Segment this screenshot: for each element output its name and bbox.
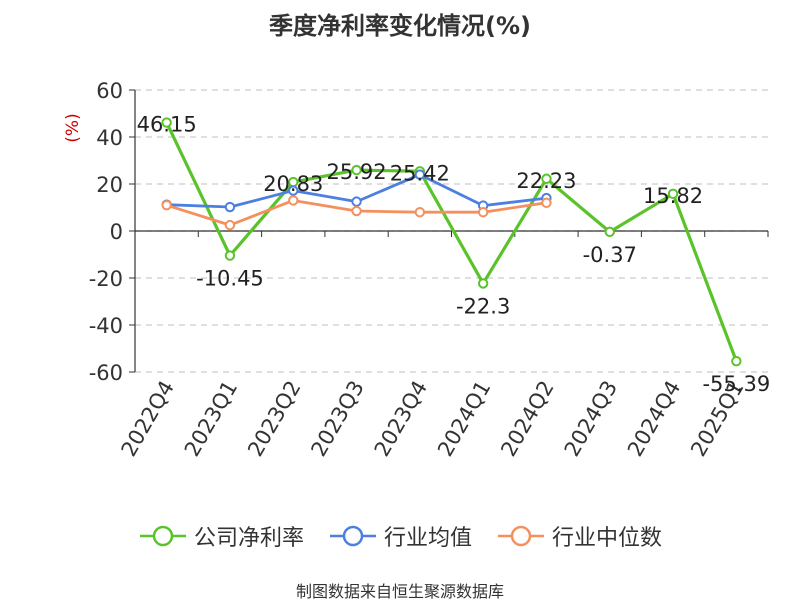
data-point	[604, 226, 615, 238]
series-lines	[161, 117, 742, 367]
data-point	[414, 207, 426, 218]
x-tick-label: 2024Q3	[560, 377, 622, 461]
legend-marker-icon	[139, 525, 186, 547]
data-label: -55.39	[702, 372, 770, 396]
data-point	[731, 355, 742, 367]
data-point	[667, 188, 679, 200]
x-tick-label: 2024Q1	[433, 377, 495, 461]
y-tick-label: 0	[110, 220, 123, 244]
legend-item-1[interactable]: 行业均值	[328, 520, 472, 552]
x-tick-label: 2023Q1	[180, 377, 242, 461]
x-tick-label: 2024Q4	[623, 377, 685, 461]
data-point	[224, 201, 236, 213]
series-line-0	[165, 121, 738, 362]
data-label: -10.45	[196, 267, 264, 291]
y-axis-label: (%)	[63, 113, 83, 142]
y-tick-label: 20	[96, 173, 123, 197]
data-label: 25.42	[390, 161, 450, 185]
y-tick-label: -20	[89, 267, 123, 291]
data-point	[224, 250, 236, 261]
y-tick-label: -40	[89, 314, 123, 338]
y-tick-label: 60	[96, 79, 123, 103]
data-point	[288, 185, 299, 196]
data-label: 25.92	[326, 160, 386, 184]
legend-label: 行业中位数	[552, 526, 663, 551]
source-note: 制图数据来自恒生聚源数据库	[295, 582, 504, 601]
data-point	[477, 207, 489, 218]
legend-marker-icon	[329, 525, 376, 547]
legend-item-2[interactable]: 行业中位数	[496, 520, 662, 552]
x-tick-label: 2022Q4	[117, 377, 179, 461]
legend-marker-icon	[498, 525, 544, 547]
data-label: 22.23	[516, 169, 576, 193]
y-tick-label: 40	[96, 126, 123, 150]
data-point	[477, 278, 489, 289]
data-label: 20.83	[263, 172, 323, 196]
x-tick-label: 2024Q2	[496, 377, 558, 461]
data-point	[351, 196, 362, 207]
data-point	[541, 173, 552, 184]
x-tick-label: 2023Q4	[370, 377, 432, 461]
legend-label: 行业均值	[383, 526, 472, 551]
chart-legend: 公司净利率 行业均值 行业中位数	[0, 520, 800, 552]
data-label: -22.3	[456, 294, 510, 318]
chart-title: 季度净利率变化情况(%)	[269, 12, 531, 40]
data-point	[161, 117, 172, 128]
x-tick-label: 2023Q2	[243, 377, 305, 461]
data-point	[288, 195, 299, 206]
legend-item-0[interactable]: 公司净利率	[138, 520, 304, 552]
data-label: 15.82	[643, 184, 703, 208]
data-point	[541, 197, 552, 209]
data-label: 46.15	[137, 113, 197, 137]
y-tick-label: -60	[89, 361, 123, 385]
x-tick-label: 2023Q3	[306, 377, 368, 461]
data-label: -0.37	[583, 243, 637, 267]
data-labels: 46.15 -10.45 20.83 25.92 25.42 -22.3 22.23 -0.3…	[137, 113, 771, 397]
data-point	[351, 164, 362, 176]
data-point	[414, 169, 426, 180]
data-point	[161, 199, 172, 211]
data-point	[351, 205, 362, 217]
legend-label: 公司净利率	[193, 526, 304, 551]
data-point	[224, 219, 236, 231]
